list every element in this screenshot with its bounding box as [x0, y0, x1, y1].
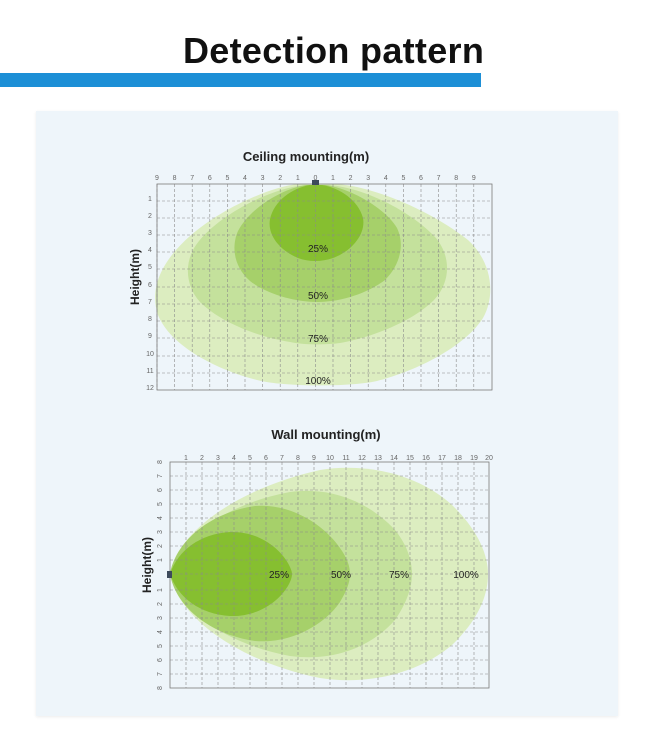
ceiling-y-tick: 9	[148, 333, 152, 340]
ceiling-sensor-marker	[312, 180, 319, 185]
ceiling-x-tick: 7	[437, 175, 441, 182]
ceiling-x-tick: 7	[190, 175, 194, 182]
ceiling-x-tick: 1	[331, 175, 335, 182]
ceiling-label-50: 50%	[308, 291, 328, 302]
ceiling-x-tick: 8	[454, 175, 458, 182]
ceiling-x-tick: 2	[349, 175, 353, 182]
ceiling-zone-25	[269, 185, 364, 261]
wall-y-tick: 1	[157, 558, 164, 562]
wall-chart-title: Wall mounting(m)	[271, 427, 380, 442]
wall-sensor-marker	[167, 571, 172, 578]
ceiling-label-75: 75%	[308, 334, 328, 345]
wall-y-tick: 1	[157, 588, 164, 592]
ceiling-y-tick: 12	[146, 385, 154, 392]
wall-label-25: 25%	[269, 570, 289, 581]
ceiling-y-tick: 4	[148, 247, 152, 254]
ceiling-y-tick: 2	[148, 213, 152, 220]
wall-x-tick: 16	[422, 455, 430, 462]
ceiling-x-tick: 6	[208, 175, 212, 182]
ceiling-x-tick: 9	[155, 175, 159, 182]
ceiling-y-ticks: 1 2 3 4 5 6 7 8 9 10 11 12	[146, 196, 154, 392]
wall-y-tick: 5	[157, 502, 164, 506]
ceiling-x-tick: 3	[261, 175, 265, 182]
wall-y-tick: 6	[157, 658, 164, 662]
ceiling-y-tick: 10	[146, 351, 154, 358]
ceiling-x-tick: 0	[313, 175, 317, 182]
wall-x-tick: 10	[326, 455, 334, 462]
ceiling-diagram: Ceiling mounting(m) 9 8 7 6 5 4 3 2 1 0 …	[128, 149, 493, 392]
ceiling-y-tick: 6	[148, 282, 152, 289]
ceiling-chart-title: Ceiling mounting(m)	[243, 149, 369, 164]
ceiling-x-tick: 2	[278, 175, 282, 182]
wall-label-75: 75%	[389, 570, 409, 581]
wall-x-tick: 15	[406, 455, 414, 462]
wall-x-ticks: 1 2 3 4 5 6 7 8 9 10 11 12 13 14 15 16 1…	[184, 455, 493, 462]
wall-y-tick: 8	[157, 686, 164, 690]
ceiling-y-tick: 11	[146, 368, 153, 375]
ceiling-x-tick: 4	[384, 175, 388, 182]
wall-y-tick: 7	[157, 672, 164, 676]
wall-y-tick: 3	[157, 530, 164, 534]
wall-x-tick: 20	[485, 455, 493, 462]
wall-y-tick: 2	[157, 602, 164, 606]
wall-label-100: 100%	[453, 570, 479, 581]
wall-label-50: 50%	[331, 570, 351, 581]
ceiling-x-tick: 8	[173, 175, 177, 182]
wall-x-tick: 12	[358, 455, 366, 462]
wall-x-tick: 6	[264, 455, 268, 462]
ceiling-y-tick: 8	[148, 316, 152, 323]
ceiling-x-tick: 4	[243, 175, 247, 182]
ceiling-x-tick: 5	[225, 175, 229, 182]
wall-x-tick: 11	[342, 455, 349, 462]
wall-x-tick: 1	[184, 455, 188, 462]
wall-x-tick: 2	[200, 455, 204, 462]
wall-x-tick: 19	[470, 455, 478, 462]
ceiling-y-tick: 3	[148, 230, 152, 237]
wall-y-ticks: 8 7 6 5 4 3 2 1 1 2 3 4 5 6 7 8	[157, 460, 164, 690]
wall-y-tick: 7	[157, 474, 164, 478]
wall-y-tick: 4	[157, 516, 164, 520]
wall-x-tick: 13	[374, 455, 382, 462]
wall-y-tick: 6	[157, 488, 164, 492]
wall-x-tick: 14	[390, 455, 398, 462]
wall-y-tick: 8	[157, 460, 164, 464]
wall-x-tick: 17	[438, 455, 446, 462]
wall-y-tick: 5	[157, 644, 164, 648]
ceiling-y-tick: 7	[148, 299, 152, 306]
ceiling-x-tick: 5	[401, 175, 405, 182]
wall-x-tick: 4	[232, 455, 236, 462]
ceiling-y-tick: 1	[148, 196, 152, 203]
wall-y-axis-title: Height(m)	[140, 537, 154, 593]
ceiling-y-tick: 5	[148, 264, 152, 271]
wall-x-tick: 18	[454, 455, 462, 462]
wall-x-tick: 9	[312, 455, 316, 462]
ceiling-y-axis-title: Height(m)	[128, 249, 142, 305]
wall-diagram: Wall mounting(m) 1 2 3 4 5 6 7 8 9 10 11…	[140, 427, 493, 690]
wall-x-tick: 3	[216, 455, 220, 462]
ceiling-label-25: 25%	[308, 244, 328, 255]
wall-y-tick: 3	[157, 616, 164, 620]
ceiling-x-tick: 9	[472, 175, 476, 182]
ceiling-x-tick: 6	[419, 175, 423, 182]
ceiling-x-ticks: 9 8 7 6 5 4 3 2 1 0 1 2 3 4 5 6 7 8 9	[155, 175, 476, 182]
wall-x-tick: 5	[248, 455, 252, 462]
ceiling-grid	[156, 183, 493, 391]
ceiling-label-100: 100%	[305, 376, 331, 387]
wall-x-tick: 7	[280, 455, 284, 462]
wall-grid	[169, 461, 490, 689]
ceiling-x-tick: 3	[366, 175, 370, 182]
page-title: Detection pattern	[183, 30, 485, 71]
wall-x-tick: 8	[296, 455, 300, 462]
wall-y-tick: 2	[157, 544, 164, 548]
ceiling-x-tick: 1	[296, 175, 300, 182]
title-underline-bar	[0, 73, 481, 87]
wall-y-tick: 4	[157, 630, 164, 634]
